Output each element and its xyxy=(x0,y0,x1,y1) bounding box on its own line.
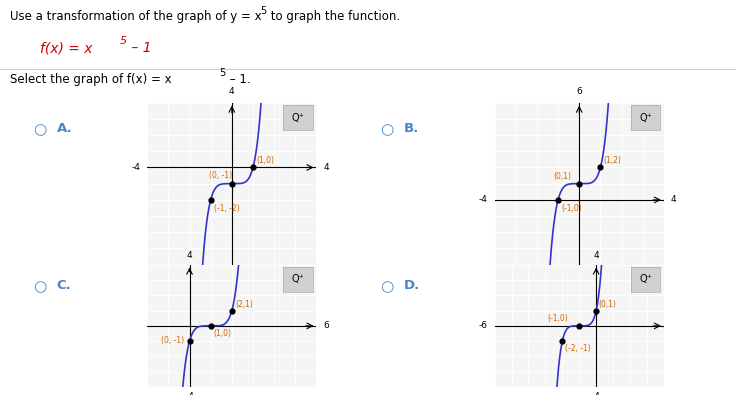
Text: Q⁺: Q⁺ xyxy=(639,275,652,284)
Text: -6: -6 xyxy=(227,271,236,280)
Text: B.: B. xyxy=(404,122,420,135)
Text: Q⁺: Q⁺ xyxy=(639,113,652,122)
Text: Use a transformation of the graph of y = x: Use a transformation of the graph of y =… xyxy=(10,10,261,23)
Text: (1,0): (1,0) xyxy=(214,329,232,338)
Text: ○: ○ xyxy=(33,279,46,294)
Text: (-2, -1): (-2, -1) xyxy=(565,344,590,353)
Text: 4: 4 xyxy=(323,163,329,172)
Text: 6: 6 xyxy=(323,322,329,330)
Text: 4: 4 xyxy=(670,196,676,204)
Text: 5: 5 xyxy=(261,6,266,16)
Text: (0, -1): (0, -1) xyxy=(208,171,232,180)
Text: – 1.: – 1. xyxy=(226,73,250,86)
Text: 4: 4 xyxy=(187,251,192,260)
Text: -4: -4 xyxy=(592,392,601,395)
Text: -4: -4 xyxy=(185,392,194,395)
Text: -6: -6 xyxy=(479,322,488,330)
Text: ○: ○ xyxy=(381,279,394,294)
Text: (2,1): (2,1) xyxy=(235,300,253,309)
Text: ○: ○ xyxy=(33,122,46,137)
Text: -4: -4 xyxy=(132,163,141,172)
Text: (0, -1): (0, -1) xyxy=(161,337,184,346)
Text: – 1: – 1 xyxy=(127,41,151,55)
Text: f(x) = x: f(x) = x xyxy=(40,41,93,55)
Text: (-1, -2): (-1, -2) xyxy=(214,204,240,213)
Text: A.: A. xyxy=(57,122,72,135)
Text: 4: 4 xyxy=(229,87,235,96)
Text: ○: ○ xyxy=(381,122,394,137)
Text: -4: -4 xyxy=(479,196,488,204)
Text: (-1,0): (-1,0) xyxy=(547,314,567,323)
Text: (0,1): (0,1) xyxy=(598,300,617,309)
Text: Q⁺: Q⁺ xyxy=(291,275,305,284)
Text: Q⁺: Q⁺ xyxy=(291,113,305,122)
Text: 5: 5 xyxy=(120,36,127,45)
Text: (-1,0): (-1,0) xyxy=(562,204,582,213)
Text: Select the graph of f(x) = x: Select the graph of f(x) = x xyxy=(10,73,171,86)
Text: D.: D. xyxy=(404,279,420,292)
Text: C.: C. xyxy=(57,279,71,292)
Text: (1,2): (1,2) xyxy=(604,156,621,166)
Text: 4: 4 xyxy=(593,251,599,260)
Text: -4: -4 xyxy=(575,271,584,280)
Text: to graph the function.: to graph the function. xyxy=(267,10,400,23)
Text: 6: 6 xyxy=(576,87,582,96)
Text: (1,0): (1,0) xyxy=(256,156,275,166)
Text: 5: 5 xyxy=(219,68,225,78)
Text: (0,1): (0,1) xyxy=(554,172,572,181)
